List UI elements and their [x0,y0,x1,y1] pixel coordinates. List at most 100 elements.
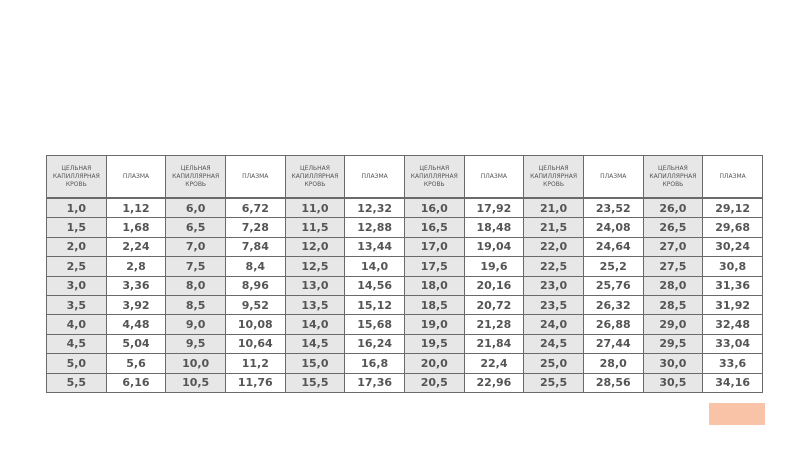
table-cell: 5,6 [105,353,167,374]
header-cell: ЦЕЛЬНАЯ КАПИЛЛЯРНАЯ КРОВЬ [523,155,584,199]
table-cell: 26,0 [642,197,704,219]
table-cell: 26,88 [582,314,644,335]
table-cell: 18,0 [403,275,465,296]
table-cell: 1,12 [105,197,167,219]
table-cell: 6,0 [165,197,226,219]
table-cell: 11,76 [224,372,286,393]
table-cell: 30,8 [702,256,763,277]
table-cell: 20,72 [463,294,525,316]
table-cell: 5,5 [46,372,107,393]
table-cell: 7,0 [165,236,226,258]
table-cell: 6,72 [224,197,286,219]
table-cell: 25,2 [582,256,644,277]
table-cell: 9,5 [165,333,226,355]
table-cell: 10,5 [165,372,226,393]
table-cell: 24,08 [582,217,644,238]
table-cell: 16,8 [344,353,405,374]
table-cell: 27,44 [582,333,644,355]
table-cell: 1,0 [46,197,107,219]
table-cell: 30,0 [642,353,704,374]
table-row: 5,5 6,16 10,5 11,76 15,5 17,36 20,5 22,96 25,5 28… [46,372,763,393]
table-cell: 21,84 [463,333,525,355]
table-cell: 33,04 [702,333,763,355]
table-cell: 15,5 [284,372,346,393]
table-cell: 6,16 [105,372,167,393]
table-cell: 7,84 [224,236,286,258]
header-cell: ПЛАЗМА [702,155,763,199]
table-cell: 29,68 [702,217,763,238]
table-cell: 9,52 [224,294,286,316]
table-cell: 21,0 [523,197,584,219]
table-cell: 19,04 [463,236,525,258]
table-cell: 4,5 [46,333,107,355]
table-cell: 3,5 [46,294,107,316]
table-cell: 26,32 [582,294,644,316]
table-row: 3,5 3,92 8,5 9,52 13,5 15,12 18,5 20,72 23,5 26,3… [46,294,763,316]
table-cell: 15,0 [284,353,346,374]
table-cell: 28,56 [582,372,644,393]
table-cell: 3,92 [105,294,167,316]
table-cell: 18,5 [403,294,465,316]
table-cell: 16,24 [344,333,405,355]
table-cell: 28,5 [642,294,704,316]
header-cell: ЦЕЛЬНАЯ КАПИЛЛЯРНАЯ КРОВЬ [165,155,226,199]
table-cell: 11,2 [224,353,286,374]
table-cell: 2,5 [46,256,107,277]
table-cell: 12,0 [284,236,346,258]
table-cell: 2,0 [46,236,107,258]
table-row: 5,0 5,6 10,0 11,2 15,0 16,8 20,0 22,4 25,0 28,0 30… [46,353,763,374]
table-cell: 19,5 [403,333,465,355]
table-cell: 15,12 [344,294,405,316]
table-cell: 3,0 [46,275,107,296]
table-cell: 24,5 [523,333,584,355]
table-cell: 8,0 [165,275,226,296]
table-cell: 17,5 [403,256,465,277]
table-cell: 14,56 [344,275,405,296]
table-cell: 22,5 [523,256,584,277]
header-cell: ЦЕЛЬНАЯ КАПИЛЛЯРНАЯ КРОВЬ [403,155,465,199]
table-cell: 5,0 [46,353,107,374]
table-cell: 13,44 [344,236,405,258]
table-cell: 1,68 [105,217,167,238]
table-cell: 27,5 [642,256,704,277]
table-cell: 29,12 [702,197,763,219]
table-cell: 10,08 [224,314,286,335]
table-cell: 14,0 [284,314,346,335]
table-cell: 11,0 [284,197,346,219]
table-row: 1,5 1,68 6,5 7,28 11,5 12,88 16,5 18,48 21,5 24,0… [46,217,763,238]
table-cell: 22,96 [463,372,525,393]
header-cell: ПЛАЗМА [224,155,286,199]
header-cell: ЦЕЛЬНАЯ КАПИЛЛЯРНАЯ КРОВЬ [46,155,107,199]
table-cell: 4,48 [105,314,167,335]
table-row: 3,0 3,36 8,0 8,96 13,0 14,56 18,0 20,16 23,0 25,7… [46,275,763,296]
table-cell: 28,0 [642,275,704,296]
table-cell: 9,0 [165,314,226,335]
table-cell: 29,5 [642,333,704,355]
table-cell: 15,68 [344,314,405,335]
header-cell: ЦЕЛЬНАЯ КАПИЛЛЯРНАЯ КРОВЬ [642,155,704,199]
table-cell: 4,0 [46,314,107,335]
table-cell: 18,48 [463,217,525,238]
table-cell: 12,5 [284,256,346,277]
table-cell: 8,96 [224,275,286,296]
table-cell: 33,6 [702,353,763,374]
header-cell: ПЛАЗМА [344,155,405,199]
table-cell: 5,04 [105,333,167,355]
table-cell: 12,88 [344,217,405,238]
table-cell: 17,92 [463,197,525,219]
table-cell: 30,5 [642,372,704,393]
conversion-table: ЦЕЛЬНАЯ КАПИЛЛЯРНАЯ КРОВЬ ПЛАЗМА ЦЕЛЬНАЯ К… [46,155,763,393]
table-cell: 29,0 [642,314,704,335]
table-cell: 2,8 [105,256,167,277]
table-cell: 31,36 [702,275,763,296]
table-cell: 6,5 [165,217,226,238]
table-cell: 10,64 [224,333,286,355]
table-row: 2,5 2,8 7,5 8,4 12,5 14,0 17,5 19,6 22,5 25,2 27,5… [46,256,763,277]
table-cell: 14,0 [344,256,405,277]
table-cell: 23,5 [523,294,584,316]
table-cell: 19,0 [403,314,465,335]
table-cell: 12,32 [344,197,405,219]
table-row: 4,0 4,48 9,0 10,08 14,0 15,68 19,0 21,28 24,0 26,… [46,314,763,335]
table-cell: 25,0 [523,353,584,374]
header-row: ЦЕЛЬНАЯ КАПИЛЛЯРНАЯ КРОВЬ ПЛАЗМА ЦЕЛЬНАЯ К… [46,155,763,199]
